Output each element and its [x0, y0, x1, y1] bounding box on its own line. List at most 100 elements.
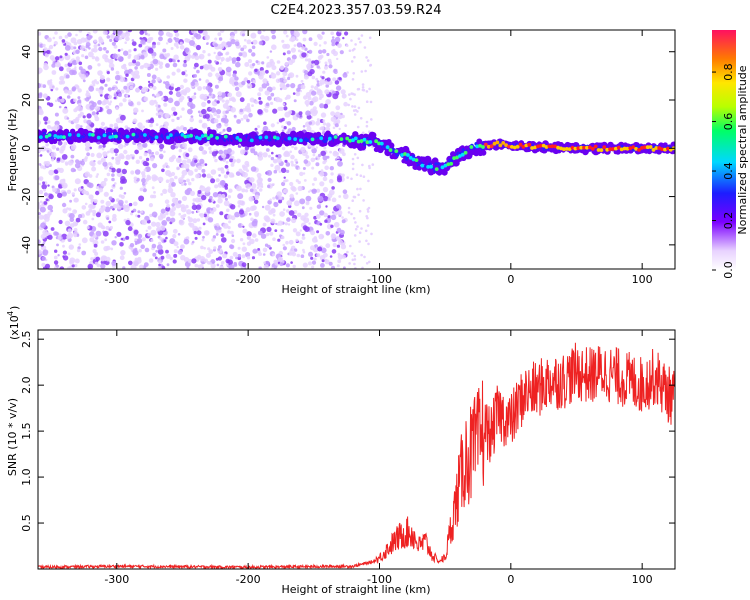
noise-speckle [208, 146, 212, 151]
x-tick-label: -300 [104, 273, 129, 286]
noise-speckle [118, 93, 122, 98]
noise-speckle [211, 151, 218, 157]
noise-speckle [80, 73, 87, 80]
noise-speckle [214, 184, 219, 189]
noise-speckle [317, 246, 323, 252]
noise-speckle [152, 163, 158, 169]
ridge-peak [564, 147, 569, 151]
noise-speckle [42, 242, 46, 245]
noise-speckle [166, 204, 170, 208]
noise-speckle [92, 234, 97, 239]
noise-speckle [73, 197, 78, 203]
spectrogram-marks [38, 30, 675, 269]
noise-speckle [113, 44, 118, 49]
noise-speckle [188, 98, 193, 102]
noise-speckle [155, 221, 161, 228]
noise-speckle [312, 96, 319, 103]
noise-speckle [323, 212, 329, 218]
noise-speckle [258, 97, 262, 100]
noise-speckle [147, 47, 154, 54]
noise-speckle [168, 185, 172, 189]
noise-speckle [316, 118, 320, 122]
noise-speckle [215, 204, 220, 208]
y-tick-label: 0.5 [20, 514, 33, 532]
noise-speckle [311, 189, 314, 193]
noise-speckle [227, 92, 233, 98]
noise-speckle [254, 68, 258, 73]
noise-speckle [259, 70, 266, 76]
noise-speckle [231, 57, 237, 63]
noise-speckle [67, 252, 71, 256]
noise-speckle [272, 237, 276, 241]
noise-speckle [303, 95, 308, 100]
ridge-peak [400, 153, 404, 157]
noise-speckle [217, 67, 223, 72]
noise-speckle [351, 92, 355, 96]
noise-speckle [176, 142, 180, 147]
noise-speckle [85, 92, 91, 98]
noise-speckle [115, 160, 121, 165]
noise-speckle [222, 253, 228, 259]
noise-speckle [226, 168, 230, 171]
noise-speckle [143, 96, 149, 102]
noise-speckle [211, 100, 218, 107]
noise-speckle [38, 71, 41, 75]
noise-speckle [351, 167, 355, 171]
noise-speckle [123, 192, 127, 195]
noise-speckle [319, 210, 325, 216]
noise-speckle [229, 244, 234, 249]
noise-speckle [147, 80, 151, 84]
ridge-peak [510, 145, 514, 149]
noise-speckle [111, 216, 117, 222]
noise-speckle [241, 254, 246, 259]
noise-speckle [236, 158, 241, 164]
noise-speckle [265, 102, 270, 107]
ridge-peak [573, 146, 578, 151]
noise-speckle [356, 125, 360, 129]
noise-speckle [144, 181, 148, 185]
noise-speckle [242, 44, 247, 50]
ridge-peak [111, 134, 115, 139]
noise-speckle [336, 57, 339, 61]
ridge-peak [56, 135, 61, 140]
noise-speckle [195, 33, 202, 40]
noise-speckle [134, 169, 141, 175]
noise-speckle [204, 34, 210, 41]
x-tick-label: 0 [507, 273, 514, 286]
noise-speckle [254, 238, 259, 242]
noise-speckle [170, 217, 176, 223]
noise-speckle [281, 129, 285, 132]
noise-speckle [57, 192, 63, 199]
ridge-halo [302, 140, 308, 146]
noise-speckle [343, 101, 348, 107]
noise-speckle [176, 166, 180, 171]
noise-speckle [219, 62, 222, 65]
noise-speckle [234, 41, 240, 47]
noise-speckle [353, 55, 356, 59]
noise-speckle [173, 42, 179, 47]
noise-speckle [360, 70, 364, 73]
ridge-peak [527, 142, 532, 147]
ridge-peak [455, 155, 459, 160]
noise-speckle [86, 226, 90, 229]
noise-speckle [139, 30, 144, 35]
noise-speckle [67, 160, 74, 166]
noise-speckle [351, 162, 355, 166]
noise-speckle [265, 232, 270, 237]
ridge-peak [481, 145, 485, 149]
noise-speckle [186, 178, 190, 183]
noise-speckle [43, 62, 48, 67]
noise-speckle [209, 150, 213, 154]
noise-speckle [331, 233, 336, 238]
noise-speckle [350, 177, 353, 181]
noise-speckle [202, 86, 207, 90]
noise-speckle [134, 149, 139, 155]
noise-speckle [222, 223, 229, 229]
noise-speckle [210, 207, 214, 211]
noise-speckle [322, 119, 326, 123]
noise-speckle [149, 99, 156, 106]
noise-speckle [244, 62, 250, 67]
noise-speckle [320, 112, 327, 118]
ridge-peak [108, 135, 113, 140]
noise-speckle [41, 183, 47, 190]
